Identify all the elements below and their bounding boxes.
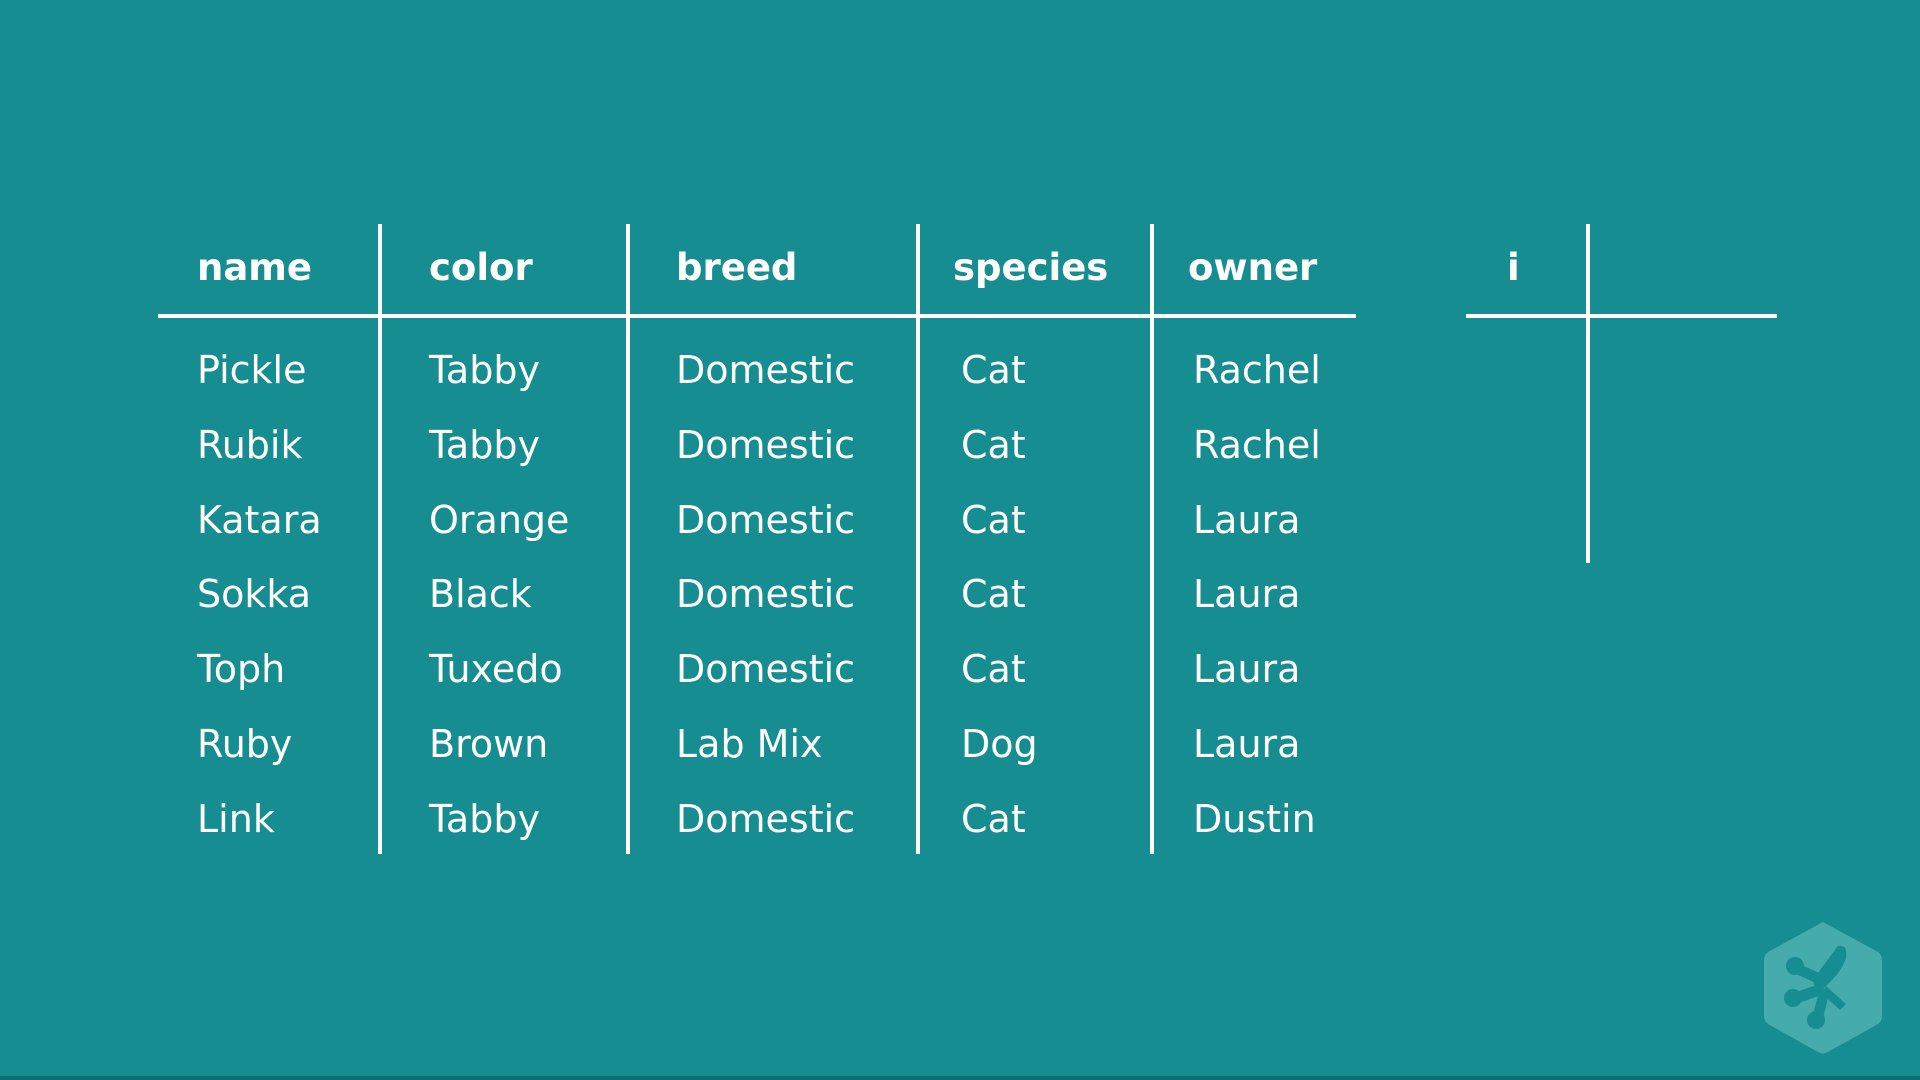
cell-breed: Lab Mix: [676, 722, 823, 766]
column-divider: [1150, 224, 1154, 854]
cell-owner: Rachel: [1193, 423, 1321, 467]
cell-owner: Laura: [1193, 722, 1301, 766]
cell-name: Katara: [197, 498, 322, 542]
cell-species: Dog: [961, 722, 1038, 766]
cell-color: Brown: [429, 722, 549, 766]
cell-color: Tabby: [429, 797, 540, 841]
cell-owner: Laura: [1193, 572, 1301, 616]
cell-owner: Laura: [1193, 647, 1301, 691]
side-column-divider: [1586, 224, 1590, 563]
treehouse-logo-icon: [1760, 918, 1886, 1058]
column-header-species: species: [953, 246, 1109, 289]
cell-species: Cat: [961, 423, 1026, 467]
cell-breed: Domestic: [676, 498, 856, 542]
column-header-owner: owner: [1188, 246, 1318, 289]
cell-name: Toph: [197, 647, 286, 691]
cell-species: Cat: [961, 647, 1026, 691]
cell-species: Cat: [961, 797, 1026, 841]
bottom-edge: [0, 1076, 1920, 1080]
cell-color: Tuxedo: [429, 647, 563, 691]
side-header-divider: [1466, 314, 1777, 318]
column-divider: [916, 224, 920, 854]
cell-breed: Domestic: [676, 572, 856, 616]
cell-name: Rubik: [197, 423, 303, 467]
cell-owner: Laura: [1193, 498, 1301, 542]
cell-name: Sokka: [197, 572, 311, 616]
cell-species: Cat: [961, 572, 1026, 616]
cell-breed: Domestic: [676, 797, 856, 841]
column-header-breed: breed: [676, 246, 798, 289]
cell-breed: Domestic: [676, 647, 856, 691]
cell-name: Link: [197, 797, 275, 841]
column-divider: [378, 224, 382, 854]
cell-breed: Domestic: [676, 348, 856, 392]
cell-name: Pickle: [197, 348, 307, 392]
cell-name: Ruby: [197, 722, 293, 766]
column-header-name: name: [197, 246, 312, 289]
cell-species: Cat: [961, 498, 1026, 542]
cell-breed: Domestic: [676, 423, 856, 467]
cell-owner: Dustin: [1193, 797, 1316, 841]
cell-color: Tabby: [429, 423, 540, 467]
cell-species: Cat: [961, 348, 1026, 392]
header-divider: [158, 314, 1356, 318]
column-header-color: color: [429, 246, 533, 289]
cell-color: Tabby: [429, 348, 540, 392]
cell-color: Black: [429, 572, 532, 616]
column-divider: [626, 224, 630, 854]
cell-owner: Rachel: [1193, 348, 1321, 392]
side-column-header: i: [1507, 246, 1520, 289]
cell-color: Orange: [429, 498, 570, 542]
